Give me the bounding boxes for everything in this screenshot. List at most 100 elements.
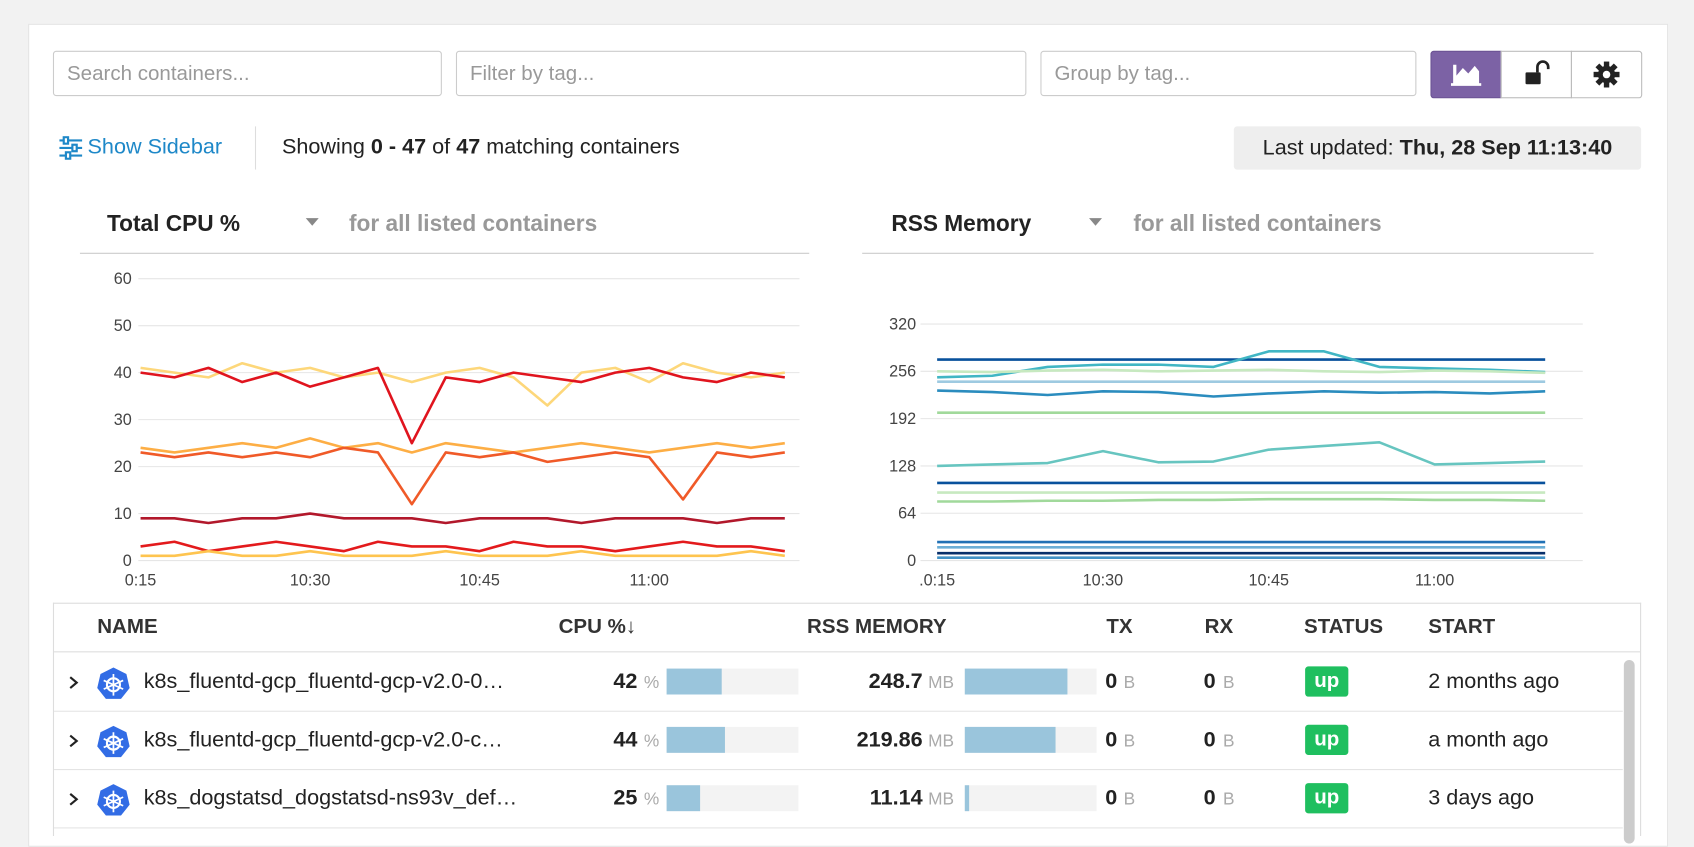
column-header: STATUS [1304, 615, 1384, 639]
expand-and-k8s-icon [69, 784, 130, 816]
series-line [937, 389, 1546, 398]
text: matching containers [486, 135, 680, 159]
memory-value: 219.86 [856, 727, 923, 752]
series-line [937, 441, 1546, 468]
last-updated: Last updated: Thu, 28 Sep 11:13:40 [1233, 126, 1642, 170]
dropdown-caret [305, 218, 319, 226]
rx-unit: B [1223, 673, 1235, 693]
start-time: a month ago [1428, 727, 1549, 752]
y-tick-label: 50 [114, 317, 132, 335]
memory-unit: MB [928, 732, 954, 751]
column-header: START [1428, 615, 1496, 639]
divider [254, 126, 257, 170]
memory-unit: MB [928, 790, 954, 809]
cpu-unit: % [643, 673, 660, 693]
table: NAME CPU %↓ RSS MEMORY TX RX STATUS START k8s_f… [52, 602, 1642, 844]
memory-bar [964, 785, 970, 812]
filter-input[interactable]: Filter by tag... [455, 50, 1027, 97]
series-line [140, 540, 785, 553]
x-tick-label: 11:00 [630, 571, 669, 589]
memory-unit: MB [928, 673, 954, 693]
rx-value: 0 [1203, 727, 1216, 752]
tx-unit: B [1123, 790, 1136, 809]
y-tick-label: 192 [889, 410, 916, 428]
tx-unit: B [1123, 732, 1136, 751]
text: of [432, 135, 451, 159]
memory-bar [964, 726, 1056, 753]
series-line [140, 446, 785, 506]
chart-subtitle: for all listed containers [1133, 210, 1381, 236]
start-time: 3 days ago [1428, 786, 1535, 811]
memory-value: 11.14 [869, 786, 923, 811]
row-icons [67, 782, 132, 822]
y-tick-label: 30 [114, 411, 132, 429]
y-tick-label: 20 [114, 458, 132, 476]
tx-value: 0 [1105, 786, 1118, 811]
search-input[interactable]: Search containers... [52, 50, 442, 97]
rx-unit: B [1223, 732, 1235, 751]
label: Last updated: [1262, 136, 1394, 160]
y-tick-label: 40 [114, 364, 132, 382]
series-line [140, 366, 785, 445]
x-tick-label: 0:15 [125, 571, 157, 589]
group-input[interactable]: Group by tag... [1040, 50, 1417, 97]
rx-value: 0 [1203, 669, 1216, 694]
memory-value: 248.7 [868, 669, 923, 694]
row-icons [67, 665, 132, 705]
text: Showing [281, 135, 365, 159]
x-tick-label: 10:30 [290, 571, 331, 589]
expand-and-k8s-icon [69, 667, 130, 699]
series-line [937, 497, 1546, 503]
scrollbar [1623, 659, 1635, 844]
cpu-value: 44 [613, 727, 638, 752]
show-sidebar-link[interactable]: Show Sidebar [87, 135, 223, 159]
cpu-unit: % [643, 790, 660, 809]
y-tick-label: 0 [907, 552, 916, 570]
table-row[interactable]: k8s_dogstatsd_dogstatsd-ns93v_def… 25% 11.… [54, 769, 1623, 829]
table-row[interactable]: k8s_fluentd-gcp_fluentd-gcp-v2.0-c… 44% 21… [54, 711, 1623, 771]
settings-button[interactable] [1570, 50, 1643, 99]
series-line [140, 437, 785, 454]
lock-button[interactable] [1500, 50, 1572, 99]
time: Thu, 28 Sep 11:13:40 [1399, 136, 1613, 160]
row-icons [67, 724, 132, 764]
x-tick-label: .0:15 [919, 571, 955, 589]
expand-and-k8s-icon [69, 725, 130, 758]
series-line [937, 350, 1546, 379]
header-border [54, 651, 1641, 653]
series-line [140, 512, 785, 525]
column-header: RSS MEMORY [807, 615, 947, 639]
chart-subtitle: for all listed containers [349, 210, 597, 236]
x-tick-label: 10:30 [1083, 571, 1124, 589]
x-tick-label: 10:45 [1249, 571, 1290, 589]
charts: Total CPU % for all listed containers 0 10 2… [79, 210, 1594, 589]
x-tick-label: 11:00 [1415, 571, 1454, 589]
y-tick-label: 320 [889, 315, 916, 333]
status-badge: up [1305, 783, 1349, 814]
y-tick-label: 128 [889, 457, 916, 475]
lock-icon [1525, 60, 1550, 85]
column-header: CPU %↓ [558, 615, 637, 639]
column-header: NAME [97, 615, 158, 639]
showing-text: Showing 0 - 47 of 47 matching containers [282, 135, 680, 160]
status-badge: up [1305, 724, 1349, 755]
series-line [140, 361, 785, 407]
series-line [937, 368, 1546, 375]
gear-icon [1593, 61, 1620, 88]
status-badge: up [1305, 666, 1349, 697]
container-name: k8s_fluentd-gcp_fluentd-gcp-v2.0-0… [143, 669, 505, 694]
table-row[interactable]: k8s_fluentd-gcp_fluentd-gcp-v2.0-0… 42% 24… [54, 652, 1623, 712]
cpu-value: 42 [613, 669, 638, 694]
cpu-bar [666, 785, 700, 812]
start-time: 2 months ago [1428, 669, 1560, 694]
chart-view-button[interactable] [1430, 50, 1502, 99]
column-header: RX [1204, 615, 1234, 639]
x-tick-label: 10:45 [459, 571, 500, 589]
total: 47 [456, 135, 481, 159]
tx-value: 0 [1105, 727, 1118, 752]
memory-bar [964, 668, 1068, 695]
series-line [140, 549, 785, 558]
rx-value: 0 [1203, 786, 1216, 811]
